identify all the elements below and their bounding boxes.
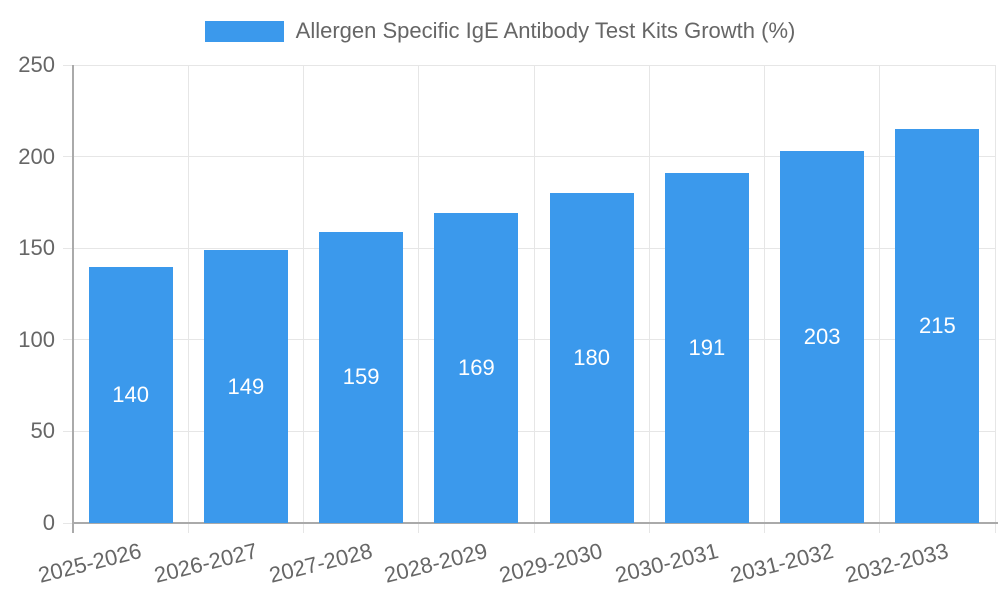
x-tick (994, 523, 996, 533)
legend-item[interactable]: Allergen Specific IgE Antibody Test Kits… (0, 14, 1000, 48)
x-gridline (648, 65, 650, 523)
x-tick-label: 2025-2026 (36, 538, 145, 588)
y-tick-label: 200 (18, 143, 55, 169)
y-tick-label: 50 (30, 418, 55, 444)
bar[interactable] (88, 266, 173, 523)
y-tick-label: 0 (42, 510, 55, 535)
bar[interactable] (549, 193, 634, 523)
x-tick-label: 2030-2031 (612, 538, 721, 588)
bar-value-label: 191 (688, 335, 726, 361)
y-tick-label: 150 (18, 235, 55, 261)
y-tick (63, 156, 73, 158)
x-gridline (418, 65, 420, 523)
x-gridline (764, 65, 765, 523)
bar[interactable] (319, 231, 404, 523)
y-tick (63, 64, 73, 66)
bar[interactable] (895, 129, 980, 523)
bar-value-label: 169 (458, 355, 495, 381)
bar-value-label: 149 (227, 373, 265, 399)
x-tick-label: 2028-2029 (381, 538, 490, 588)
x-tick (303, 523, 304, 533)
y-tick (63, 522, 73, 524)
y-tick (63, 430, 73, 432)
bar[interactable] (203, 250, 288, 523)
legend-label: Allergen Specific IgE Antibody Test Kits… (295, 18, 796, 43)
x-tick (879, 523, 881, 533)
y-tick (63, 339, 73, 341)
x-tick-label: 2026-2027 (151, 538, 260, 588)
bar[interactable] (780, 151, 865, 523)
x-gridline (187, 65, 189, 523)
bar-value-label: 159 (342, 364, 380, 390)
x-gridline (879, 65, 881, 523)
x-gridline (994, 65, 996, 523)
x-tick-label: 2032-2033 (842, 538, 951, 588)
legend-swatch (204, 20, 284, 42)
x-tick (764, 523, 765, 533)
x-tick (533, 523, 535, 533)
x-tick-label: 2031-2032 (727, 538, 836, 588)
bar-value-label: 215 (919, 313, 956, 339)
y-tick-label: 250 (18, 52, 55, 77)
bar[interactable] (434, 213, 519, 523)
x-gridline (533, 65, 535, 523)
y-tick (63, 247, 73, 249)
bar-value-label: 203 (803, 324, 841, 350)
bar-value-label: 140 (112, 381, 149, 407)
x-tick (187, 523, 189, 533)
bar[interactable] (664, 173, 749, 523)
x-gridline (303, 65, 304, 523)
x-tick (418, 523, 420, 533)
bar-value-label: 180 (573, 345, 610, 371)
x-tick-label: 2029-2030 (497, 538, 606, 588)
x-axis-line (73, 522, 998, 524)
y-tick-label: 100 (18, 326, 55, 352)
x-tick-label: 2027-2028 (266, 538, 375, 588)
x-tick (648, 523, 650, 533)
y-axis-line (72, 65, 74, 533)
